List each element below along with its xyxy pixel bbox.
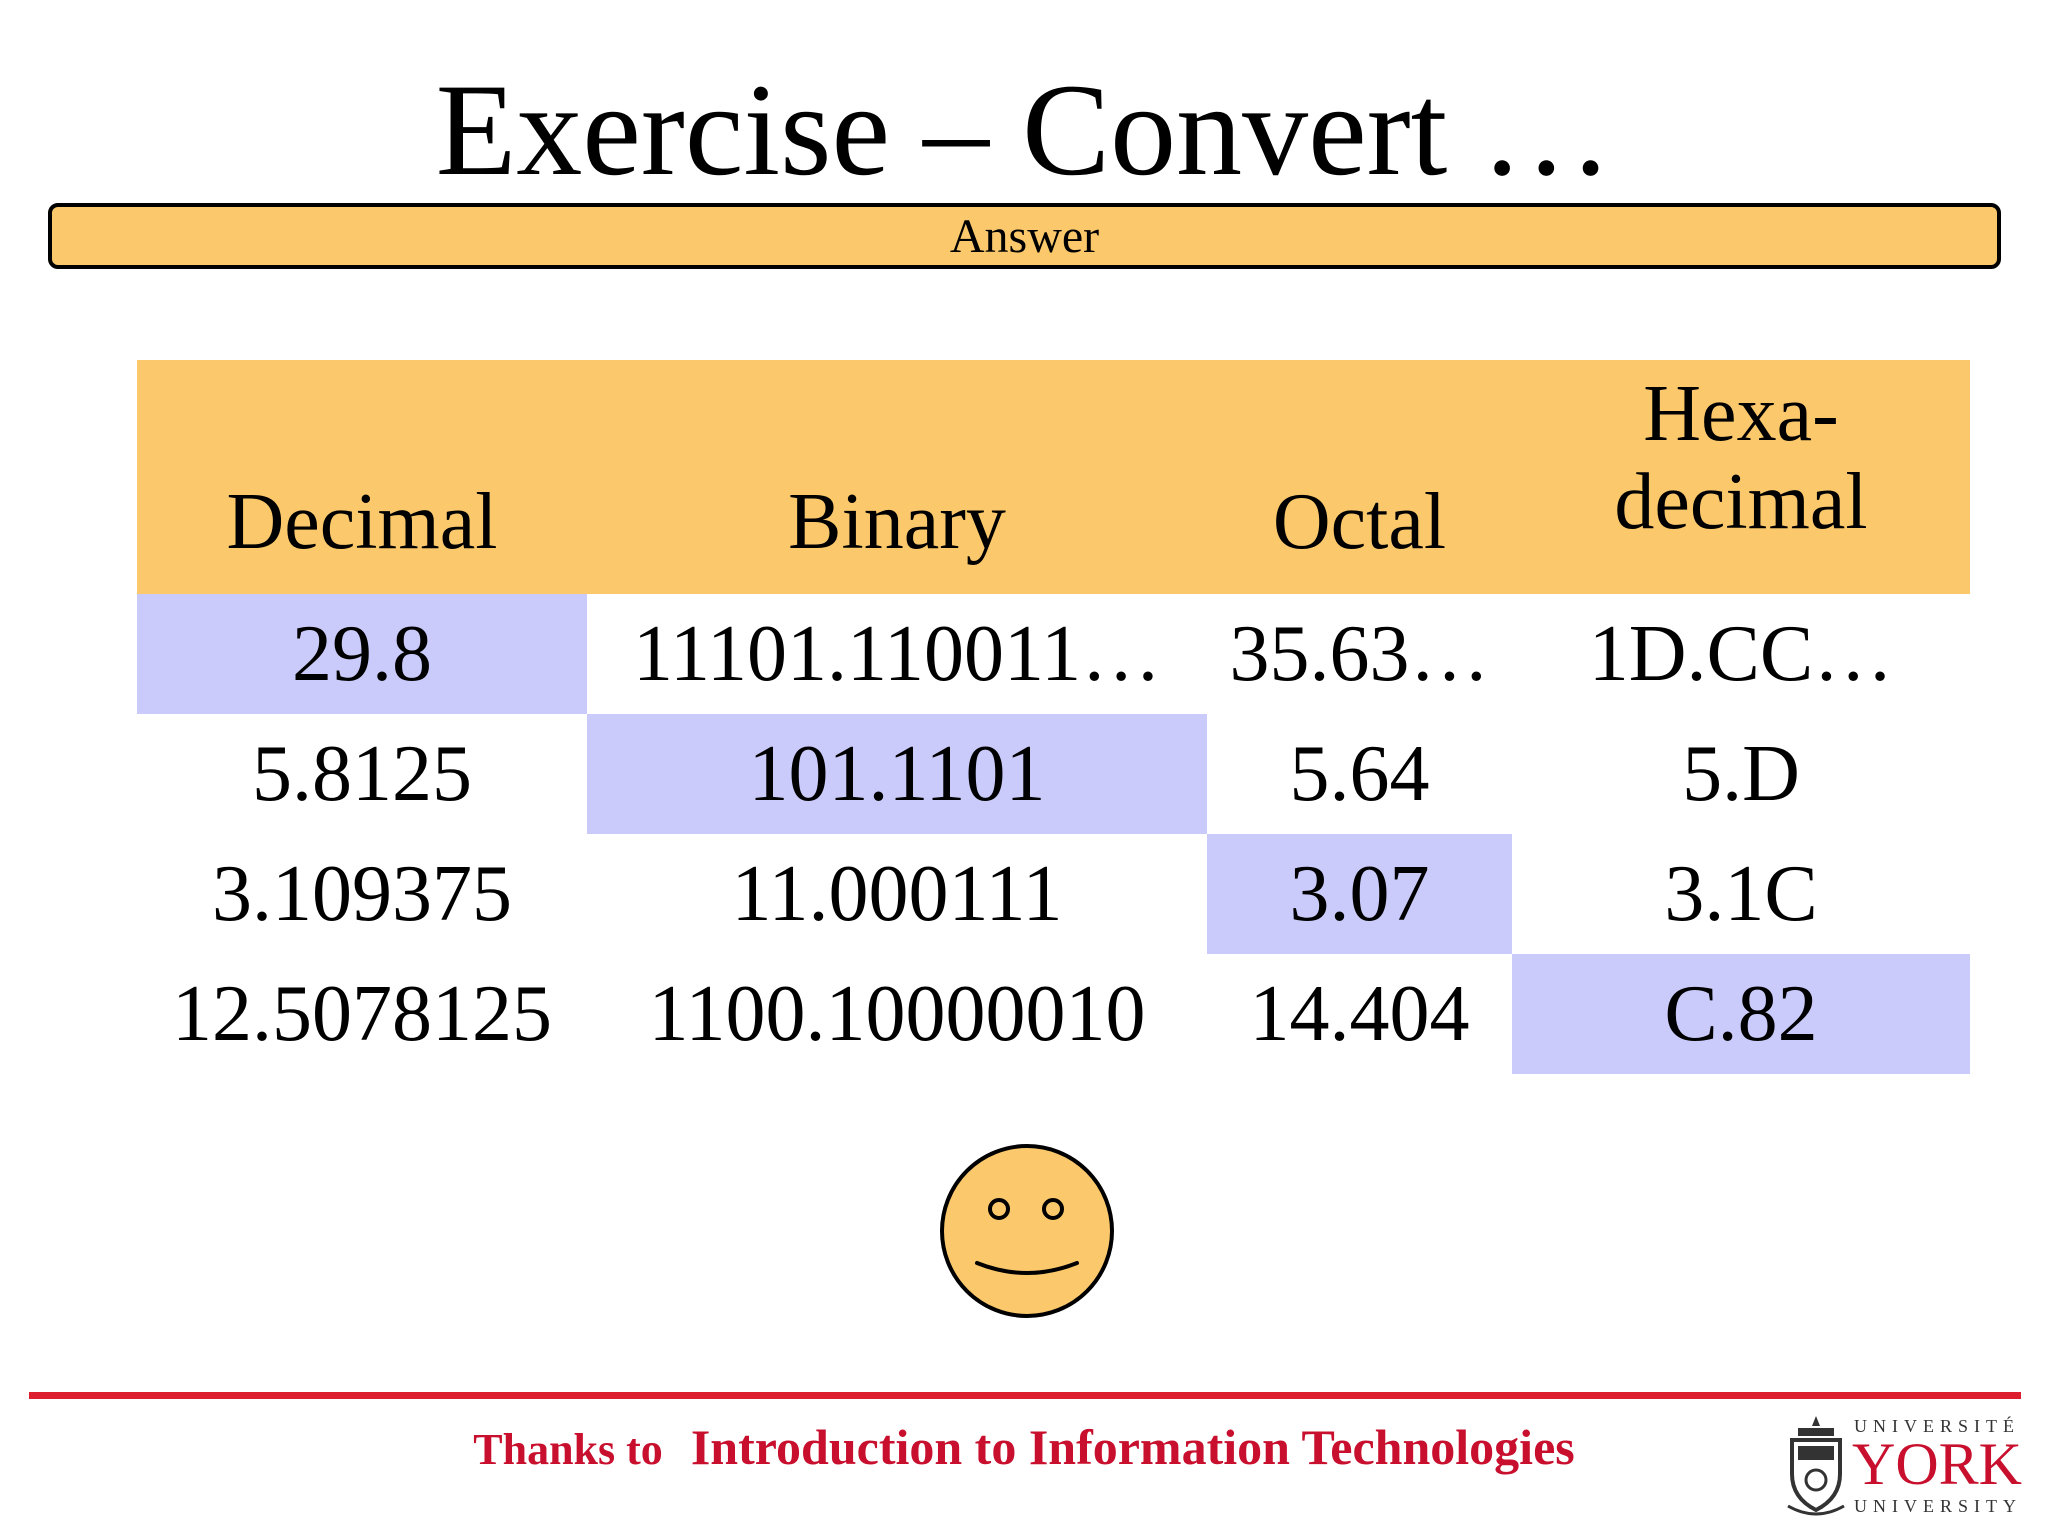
york-university-logo: UNIVERSITÉ YORK UNIVERSITY <box>1780 1408 2025 1520</box>
cell-octal: 14.404 <box>1249 970 1470 1058</box>
header-binary: Binary <box>587 360 1207 594</box>
table-row: 12.5078125 1100.10000010 14.404 C.82 <box>137 954 1970 1074</box>
header-octal: Octal <box>1207 360 1512 594</box>
slide-title: Exercise – Convert … <box>435 56 1613 203</box>
table-row: 3.109375 11.000111 3.07 3.1C <box>137 834 1970 954</box>
cell-hexadecimal: 3.1C <box>1664 850 1818 938</box>
cell-octal: 35.63… <box>1229 610 1490 698</box>
cell-binary: 11101.110011… <box>632 610 1162 698</box>
cell-decimal: 3.109375 <box>212 850 512 938</box>
header-hexadecimal: Hexa- decimal <box>1512 360 1970 594</box>
table-header-row: Decimal Binary Octal Hexa- decimal <box>137 360 1970 594</box>
cell-binary: 1100.10000010 <box>648 970 1146 1058</box>
cell-hexadecimal: 5.D <box>1682 730 1800 818</box>
table-row: 29.8 11101.110011… 35.63… 1D.CC… <box>137 594 1970 714</box>
cell-binary: 101.1101 <box>587 714 1207 834</box>
cell-octal: 5.64 <box>1289 730 1430 818</box>
header-hexadecimal-label: Hexa- decimal <box>1614 370 1868 546</box>
cell-binary: 11.000111 <box>731 850 1063 938</box>
logo-name: YORK <box>1852 1431 2023 1497</box>
cell-decimal: 12.5078125 <box>172 970 552 1058</box>
footer-divider <box>29 1392 2021 1399</box>
logo-bottom-text: UNIVERSITY <box>1854 1496 2022 1516</box>
smiley-face-icon <box>940 1144 1114 1318</box>
cell-decimal: 5.8125 <box>252 730 472 818</box>
table-row: 5.8125 101.1101 5.64 5.D <box>137 714 1970 834</box>
cell-octal: 3.07 <box>1207 834 1512 954</box>
cell-decimal: 29.8 <box>137 594 587 714</box>
cell-hexadecimal: C.82 <box>1512 954 1970 1074</box>
header-decimal: Decimal <box>137 360 587 594</box>
footer-prefix: Thanks to <box>473 1425 663 1474</box>
logo-top-text: UNIVERSITÉ <box>1854 1416 2020 1436</box>
answer-button[interactable]: Answer <box>48 203 2001 269</box>
york-crest-icon <box>1787 1416 1845 1516</box>
footer-source-link[interactable]: Introduction to Information Technologies <box>690 1419 1575 1475</box>
footer-credit: Thanks to Introduction to Information Te… <box>0 1418 2048 1476</box>
conversion-table: Decimal Binary Octal Hexa- decimal 29.8 … <box>137 360 1970 1074</box>
cell-hexadecimal: 1D.CC… <box>1588 610 1894 698</box>
